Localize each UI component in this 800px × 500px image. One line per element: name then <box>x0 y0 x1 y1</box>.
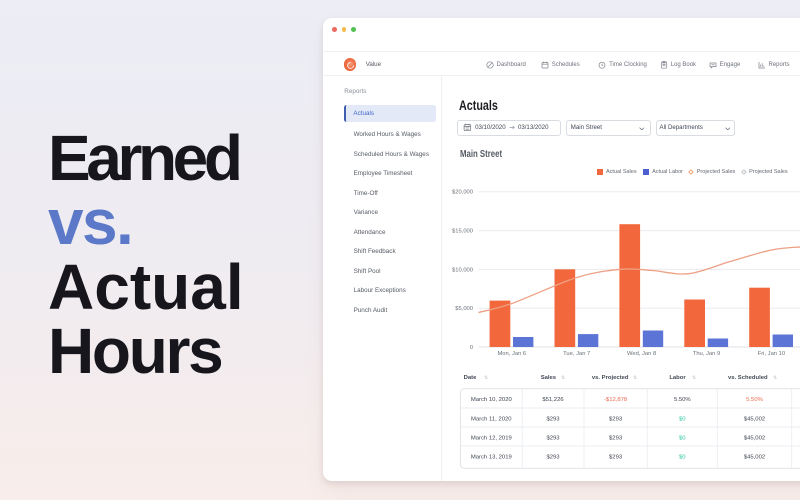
svg-text:$293: $293 <box>546 435 560 441</box>
svg-text:⇅: ⇅ <box>484 375 488 381</box>
svg-text:⇅: ⇅ <box>773 375 777 381</box>
svg-text:$20,000: $20,000 <box>452 189 473 195</box>
svg-text:$0: $0 <box>679 435 686 441</box>
svg-text:vs. Projected: vs. Projected <box>591 375 628 381</box>
svg-text:Tue, Jan 7: Tue, Jan 7 <box>563 351 590 357</box>
svg-text:0: 0 <box>469 345 472 351</box>
svg-text:$0: $0 <box>679 416 686 422</box>
svg-text:Thu, Jan 9: Thu, Jan 9 <box>692 351 719 357</box>
svg-text:Fri, Jan 10: Fri, Jan 10 <box>757 351 784 357</box>
svg-text:⇅: ⇅ <box>633 375 637 381</box>
svg-text:March 13, 2019: March 13, 2019 <box>470 454 511 460</box>
svg-text:$5,000: $5,000 <box>455 306 473 312</box>
svg-text:Date: Date <box>463 375 476 381</box>
svg-text:March 10, 2020: March 10, 2020 <box>470 396 512 402</box>
svg-text:$0: $0 <box>679 454 686 460</box>
svg-text:$51,226: $51,226 <box>542 396 564 402</box>
svg-text:5.50%: 5.50% <box>673 396 690 402</box>
svg-text:vs. Scheduled: vs. Scheduled <box>727 375 767 381</box>
svg-text:$293: $293 <box>546 454 560 460</box>
svg-text:$293: $293 <box>546 416 560 422</box>
svg-text:⇅: ⇅ <box>692 375 696 381</box>
svg-text:$45,002: $45,002 <box>743 435 764 441</box>
svg-text:$45,002: $45,002 <box>743 454 764 460</box>
svg-text:$293: $293 <box>609 416 623 422</box>
svg-text:-$12,878: -$12,878 <box>603 396 627 402</box>
svg-text:Sales: Sales <box>540 375 556 381</box>
svg-text:Labor: Labor <box>669 375 686 381</box>
svg-text:$45,002: $45,002 <box>743 416 764 422</box>
svg-text:Wed, Jan 8: Wed, Jan 8 <box>626 351 655 357</box>
svg-text:Mon, Jan 6: Mon, Jan 6 <box>497 351 526 357</box>
svg-text:$293: $293 <box>609 435 623 441</box>
svg-text:$15,000: $15,000 <box>452 228 473 234</box>
svg-text:$10,000: $10,000 <box>452 267 473 273</box>
svg-text:March 11, 2020: March 11, 2020 <box>471 416 512 422</box>
svg-text:5.50%: 5.50% <box>746 396 763 402</box>
svg-text:⇅: ⇅ <box>561 375 565 381</box>
svg-text:$293: $293 <box>609 454 623 460</box>
svg-text:March 12, 2019: March 12, 2019 <box>470 435 511 441</box>
